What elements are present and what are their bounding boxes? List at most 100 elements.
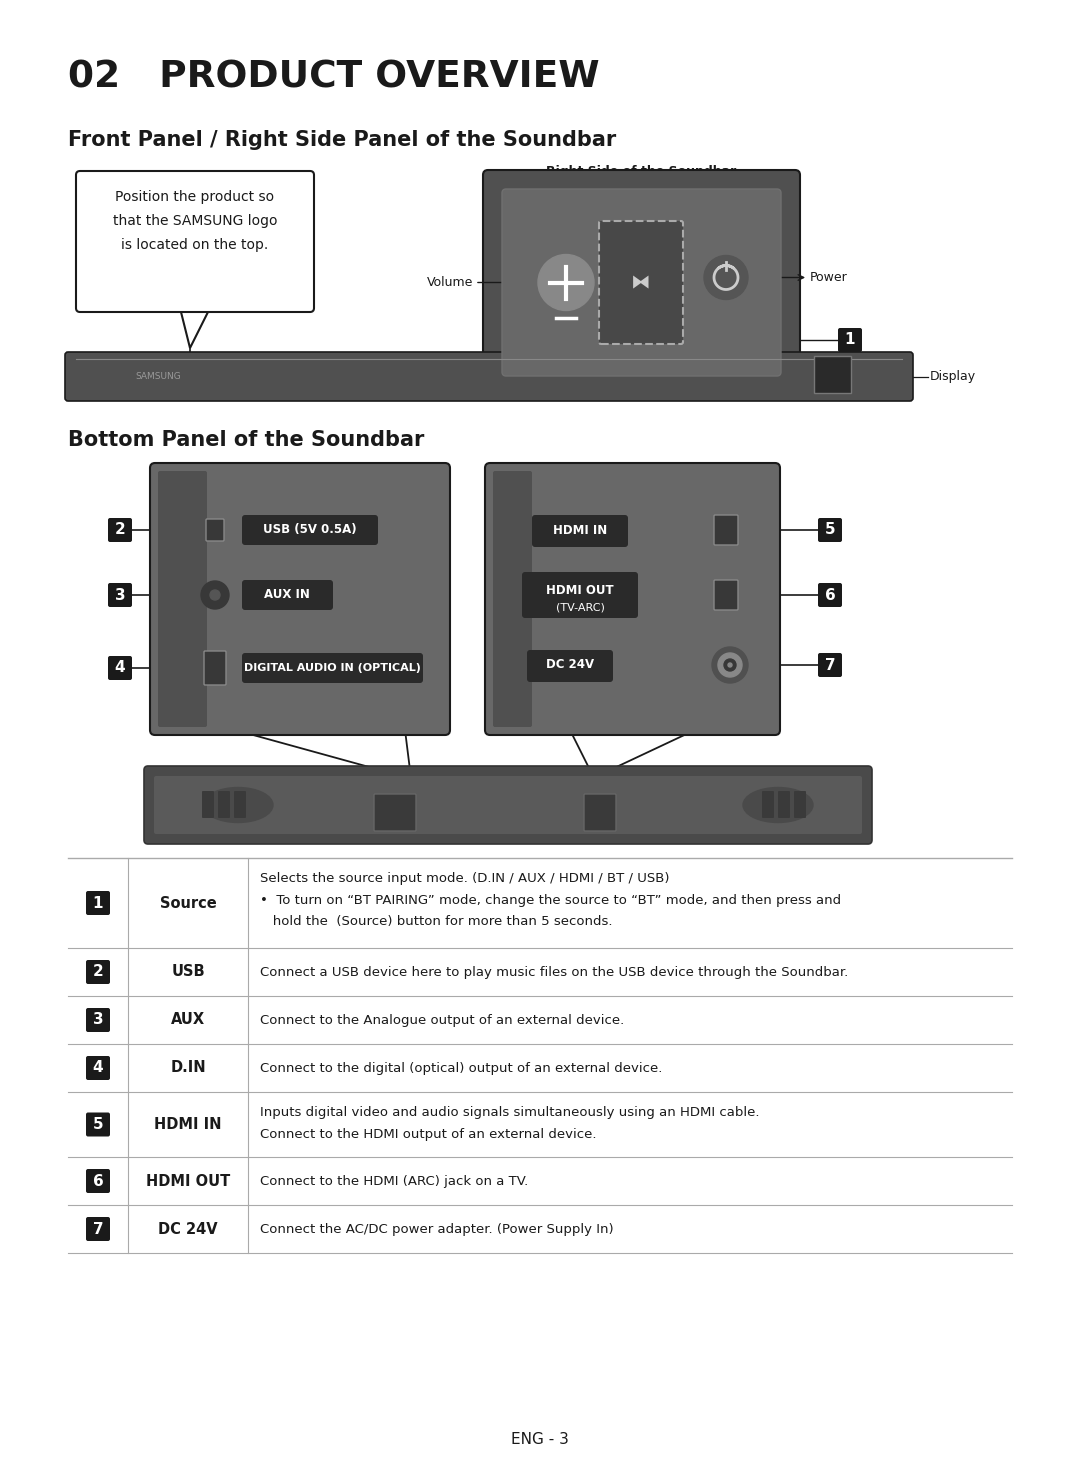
FancyBboxPatch shape — [204, 651, 226, 685]
FancyBboxPatch shape — [86, 1056, 110, 1080]
FancyBboxPatch shape — [522, 572, 638, 618]
FancyBboxPatch shape — [714, 515, 738, 544]
Text: hold the  (Source) button for more than 5 seconds.: hold the (Source) button for more than 5… — [260, 916, 612, 927]
FancyBboxPatch shape — [76, 172, 314, 312]
Circle shape — [704, 256, 748, 300]
Circle shape — [210, 590, 220, 600]
Text: Connect to the digital (optical) output of an external device.: Connect to the digital (optical) output … — [260, 1062, 662, 1075]
Text: 4: 4 — [93, 1060, 104, 1075]
Text: HDMI OUT: HDMI OUT — [146, 1173, 230, 1189]
Text: 02   PRODUCT OVERVIEW: 02 PRODUCT OVERVIEW — [68, 61, 599, 96]
Text: 7: 7 — [825, 658, 835, 673]
FancyBboxPatch shape — [65, 352, 913, 401]
Polygon shape — [180, 308, 210, 348]
FancyBboxPatch shape — [86, 1009, 110, 1032]
Text: DC 24V: DC 24V — [545, 658, 594, 671]
Text: Inputs digital video and audio signals simultaneously using an HDMI cable.: Inputs digital video and audio signals s… — [260, 1106, 759, 1120]
FancyBboxPatch shape — [206, 519, 224, 541]
Text: 6: 6 — [825, 587, 835, 602]
FancyBboxPatch shape — [242, 515, 378, 544]
FancyBboxPatch shape — [108, 518, 132, 541]
FancyBboxPatch shape — [818, 654, 842, 677]
FancyBboxPatch shape — [218, 791, 230, 818]
FancyBboxPatch shape — [86, 890, 110, 916]
Text: Right Side of the Soundbar: Right Side of the Soundbar — [546, 166, 737, 177]
Text: 7: 7 — [93, 1222, 104, 1236]
Text: ⧓: ⧓ — [631, 274, 651, 291]
FancyBboxPatch shape — [86, 1168, 110, 1194]
FancyBboxPatch shape — [762, 791, 774, 818]
Text: AUX: AUX — [171, 1013, 205, 1028]
Text: 1: 1 — [845, 333, 855, 348]
Text: Power: Power — [810, 271, 848, 284]
FancyBboxPatch shape — [374, 794, 416, 831]
Text: 6: 6 — [93, 1173, 104, 1189]
Text: Position the product so
that the SAMSUNG logo
is located on the top.: Position the product so that the SAMSUNG… — [112, 189, 278, 251]
Text: SAMSUNG: SAMSUNG — [135, 373, 180, 382]
Ellipse shape — [743, 787, 813, 822]
Circle shape — [718, 654, 742, 677]
Text: DC 24V: DC 24V — [158, 1222, 218, 1236]
Circle shape — [538, 254, 594, 311]
Text: Connect to the HDMI output of an external device.: Connect to the HDMI output of an externa… — [260, 1128, 596, 1140]
Text: Source: Source — [160, 895, 216, 911]
Circle shape — [201, 581, 229, 609]
Text: (TV-ARC): (TV-ARC) — [555, 602, 605, 612]
FancyBboxPatch shape — [108, 657, 132, 680]
FancyBboxPatch shape — [814, 356, 851, 393]
Text: USB (5V 0.5A): USB (5V 0.5A) — [264, 524, 356, 537]
Text: HDMI IN: HDMI IN — [154, 1117, 221, 1131]
Text: Connect a USB device here to play music files on the USB device through the Soun: Connect a USB device here to play music … — [260, 966, 848, 979]
FancyBboxPatch shape — [234, 791, 246, 818]
FancyBboxPatch shape — [532, 515, 627, 547]
Text: HDMI OUT: HDMI OUT — [546, 584, 613, 598]
FancyBboxPatch shape — [86, 960, 110, 984]
FancyBboxPatch shape — [714, 580, 738, 609]
FancyBboxPatch shape — [154, 776, 862, 834]
Text: •  To turn on “BT PAIRING” mode, change the source to “BT” mode, and then press : • To turn on “BT PAIRING” mode, change t… — [260, 893, 841, 907]
Ellipse shape — [203, 787, 273, 822]
Text: Display: Display — [930, 370, 976, 383]
FancyBboxPatch shape — [86, 1112, 110, 1136]
Text: HDMI IN: HDMI IN — [553, 524, 607, 537]
Text: Bottom Panel of the Soundbar: Bottom Panel of the Soundbar — [68, 430, 424, 450]
Text: Front Panel / Right Side Panel of the Soundbar: Front Panel / Right Side Panel of the So… — [68, 130, 617, 149]
Text: 2: 2 — [114, 522, 125, 537]
FancyBboxPatch shape — [838, 328, 862, 352]
Text: Volume: Volume — [427, 277, 473, 288]
FancyBboxPatch shape — [158, 470, 207, 728]
FancyBboxPatch shape — [584, 794, 616, 831]
Circle shape — [724, 660, 735, 671]
FancyBboxPatch shape — [502, 189, 781, 376]
FancyBboxPatch shape — [150, 463, 450, 735]
FancyBboxPatch shape — [778, 791, 789, 818]
Text: 3: 3 — [114, 587, 125, 602]
Text: AUX IN: AUX IN — [265, 589, 310, 602]
FancyBboxPatch shape — [86, 1217, 110, 1241]
FancyBboxPatch shape — [242, 654, 423, 683]
FancyBboxPatch shape — [202, 791, 214, 818]
Text: 5: 5 — [93, 1117, 104, 1131]
Text: ENG - 3: ENG - 3 — [511, 1433, 569, 1448]
Text: 1: 1 — [93, 895, 104, 911]
FancyBboxPatch shape — [527, 649, 613, 682]
Circle shape — [728, 663, 732, 667]
FancyBboxPatch shape — [242, 580, 333, 609]
Text: Connect to the HDMI (ARC) jack on a TV.: Connect to the HDMI (ARC) jack on a TV. — [260, 1174, 528, 1188]
Text: USB: USB — [172, 964, 205, 979]
FancyBboxPatch shape — [483, 170, 800, 395]
FancyBboxPatch shape — [108, 583, 132, 606]
Text: Connect to the Analogue output of an external device.: Connect to the Analogue output of an ext… — [260, 1015, 624, 1026]
Text: Connect the AC/DC power adapter. (Power Supply In): Connect the AC/DC power adapter. (Power … — [260, 1223, 613, 1236]
FancyBboxPatch shape — [492, 470, 532, 728]
FancyBboxPatch shape — [485, 463, 780, 735]
Text: DIGITAL AUDIO IN (OPTICAL): DIGITAL AUDIO IN (OPTICAL) — [244, 663, 420, 673]
Text: 3: 3 — [93, 1013, 104, 1028]
FancyBboxPatch shape — [794, 791, 806, 818]
FancyBboxPatch shape — [818, 583, 842, 606]
Text: Selects the source input mode. (D.IN / AUX / HDMI / BT / USB): Selects the source input mode. (D.IN / A… — [260, 873, 670, 884]
Text: 5: 5 — [825, 522, 835, 537]
FancyBboxPatch shape — [599, 220, 683, 345]
Text: D.IN: D.IN — [171, 1060, 206, 1075]
Text: 2: 2 — [93, 964, 104, 979]
